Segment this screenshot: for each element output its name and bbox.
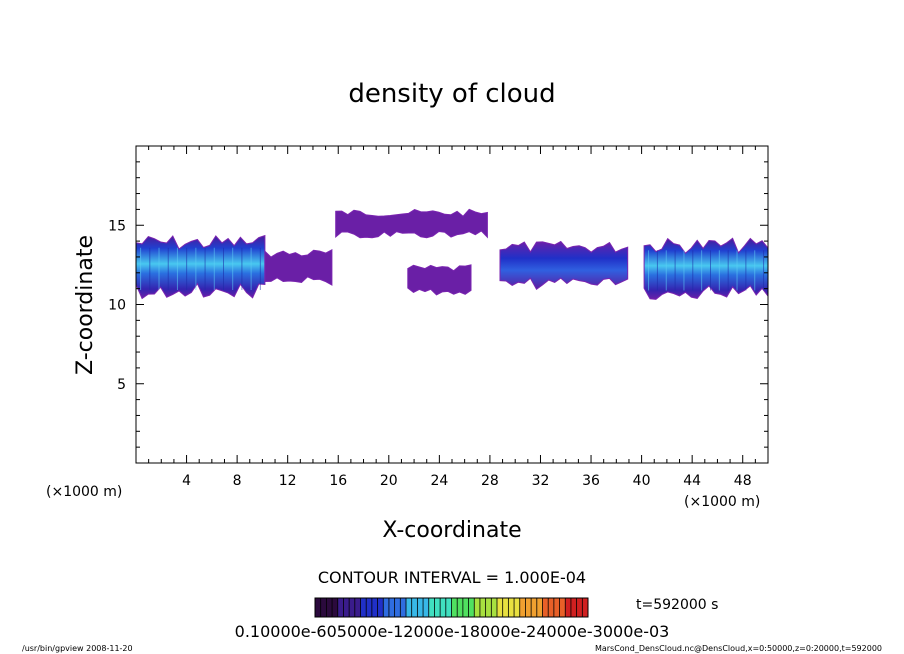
colorbar-labels: 0.10000e-605000e-12000e-18000e-24000e-30…	[235, 622, 670, 641]
colorbar-frame	[314, 597, 589, 618]
x-unit-left: (×1000 m)	[46, 484, 122, 500]
colorbar-swatch	[491, 598, 498, 617]
plot-frame	[135, 145, 769, 464]
cloud-region	[499, 240, 629, 291]
colorbar-swatch	[428, 598, 435, 617]
colorbar-swatch	[542, 598, 549, 617]
colorbar-swatch	[434, 598, 441, 617]
chart-title: density of cloud	[348, 79, 555, 109]
colorbar-swatch	[497, 598, 504, 617]
colorbar-swatch	[479, 598, 487, 617]
colorbar-swatch	[343, 598, 350, 617]
footer-right: MarsCond_DensCloud.nc@DensCloud,x=0:5000…	[595, 644, 882, 653]
colorbar-swatch	[332, 598, 339, 617]
cloud-region	[335, 208, 488, 239]
x-tick-label: 44	[683, 473, 701, 489]
colorbar-swatch	[417, 598, 424, 617]
colorbar-swatch	[354, 598, 361, 617]
x-tick-label: 40	[633, 473, 651, 489]
x-tick-label: 8	[233, 473, 242, 489]
cloud-region	[135, 234, 266, 300]
x-tick-label: 16	[329, 473, 347, 489]
colorbar-swatch	[468, 598, 475, 617]
contour-interval: CONTOUR INTERVAL = 1.000E-04	[318, 568, 586, 587]
colorbar-swatch	[553, 598, 561, 617]
colorbar-swatch	[474, 598, 481, 617]
colorbar-swatch	[502, 598, 509, 617]
colorbar-swatch	[485, 598, 492, 617]
x-axis: 4 8 12 16 20 24 28 32 36 40 44 48	[148, 146, 756, 489]
colorbar-swatch	[315, 598, 322, 617]
colorbar-swatch	[349, 598, 356, 617]
y-tick-label: 15	[108, 218, 126, 234]
y-axis: 5 10 15	[108, 161, 768, 448]
x-tick-label: 24	[430, 473, 448, 489]
cloud-region	[264, 248, 333, 286]
y-tick-label: 5	[117, 377, 126, 393]
x-unit-right: (×1000 m)	[684, 494, 760, 510]
colorbar	[314, 598, 589, 617]
colorbar-swatch	[559, 598, 566, 617]
colorbar-swatch	[377, 598, 384, 617]
colorbar-swatch	[570, 598, 578, 617]
colorbar-swatch	[406, 598, 413, 617]
footer-left: /usr/bin/gpview 2008-11-20	[22, 644, 133, 653]
colorbar-swatch	[462, 598, 470, 617]
cloud-region	[643, 237, 769, 300]
colorbar-swatch	[519, 598, 526, 617]
colorbar-swatch	[371, 598, 379, 617]
cloud-field	[135, 208, 769, 300]
colorbar-swatch	[383, 598, 390, 617]
colorbar-swatch	[320, 598, 327, 617]
colorbar-swatch	[451, 598, 458, 617]
colorbar-swatch	[388, 598, 396, 617]
colorbar-swatch	[582, 598, 589, 617]
x-tick-label: 28	[481, 473, 499, 489]
colorbar-swatch	[360, 598, 367, 617]
time-label: t=592000 s	[636, 597, 718, 613]
colorbar-swatch	[440, 598, 447, 617]
colorbar-swatch	[525, 598, 532, 617]
colorbar-swatch	[508, 598, 515, 617]
colorbar-swatch	[400, 598, 407, 617]
colorbar-swatch	[445, 598, 452, 617]
colorbar-swatch	[394, 598, 401, 617]
x-axis-label: X-coordinate	[382, 518, 521, 543]
colorbar-swatch	[536, 598, 543, 617]
x-tick-label: 4	[182, 473, 191, 489]
y-axis-label: Z-coordinate	[73, 235, 98, 375]
colorbar-swatch	[423, 598, 430, 617]
x-tick-label: 36	[582, 473, 600, 489]
colorbar-swatch	[326, 598, 333, 617]
x-tick-label: 20	[380, 473, 398, 489]
cloud-region	[407, 264, 472, 296]
x-tick-label: 48	[734, 473, 752, 489]
colorbar-swatch	[337, 598, 344, 617]
colorbar-swatch	[565, 598, 572, 617]
colorbar-swatch	[457, 598, 464, 617]
x-tick-label: 32	[532, 473, 550, 489]
y-tick-label: 10	[108, 298, 126, 314]
colorbar-swatch	[576, 598, 583, 617]
colorbar-swatch	[514, 598, 521, 617]
colorbar-swatch	[548, 598, 555, 617]
colorbar-swatch	[411, 598, 418, 617]
colorbar-swatch	[366, 598, 373, 617]
x-tick-label: 12	[279, 473, 297, 489]
colorbar-swatch	[531, 598, 538, 617]
